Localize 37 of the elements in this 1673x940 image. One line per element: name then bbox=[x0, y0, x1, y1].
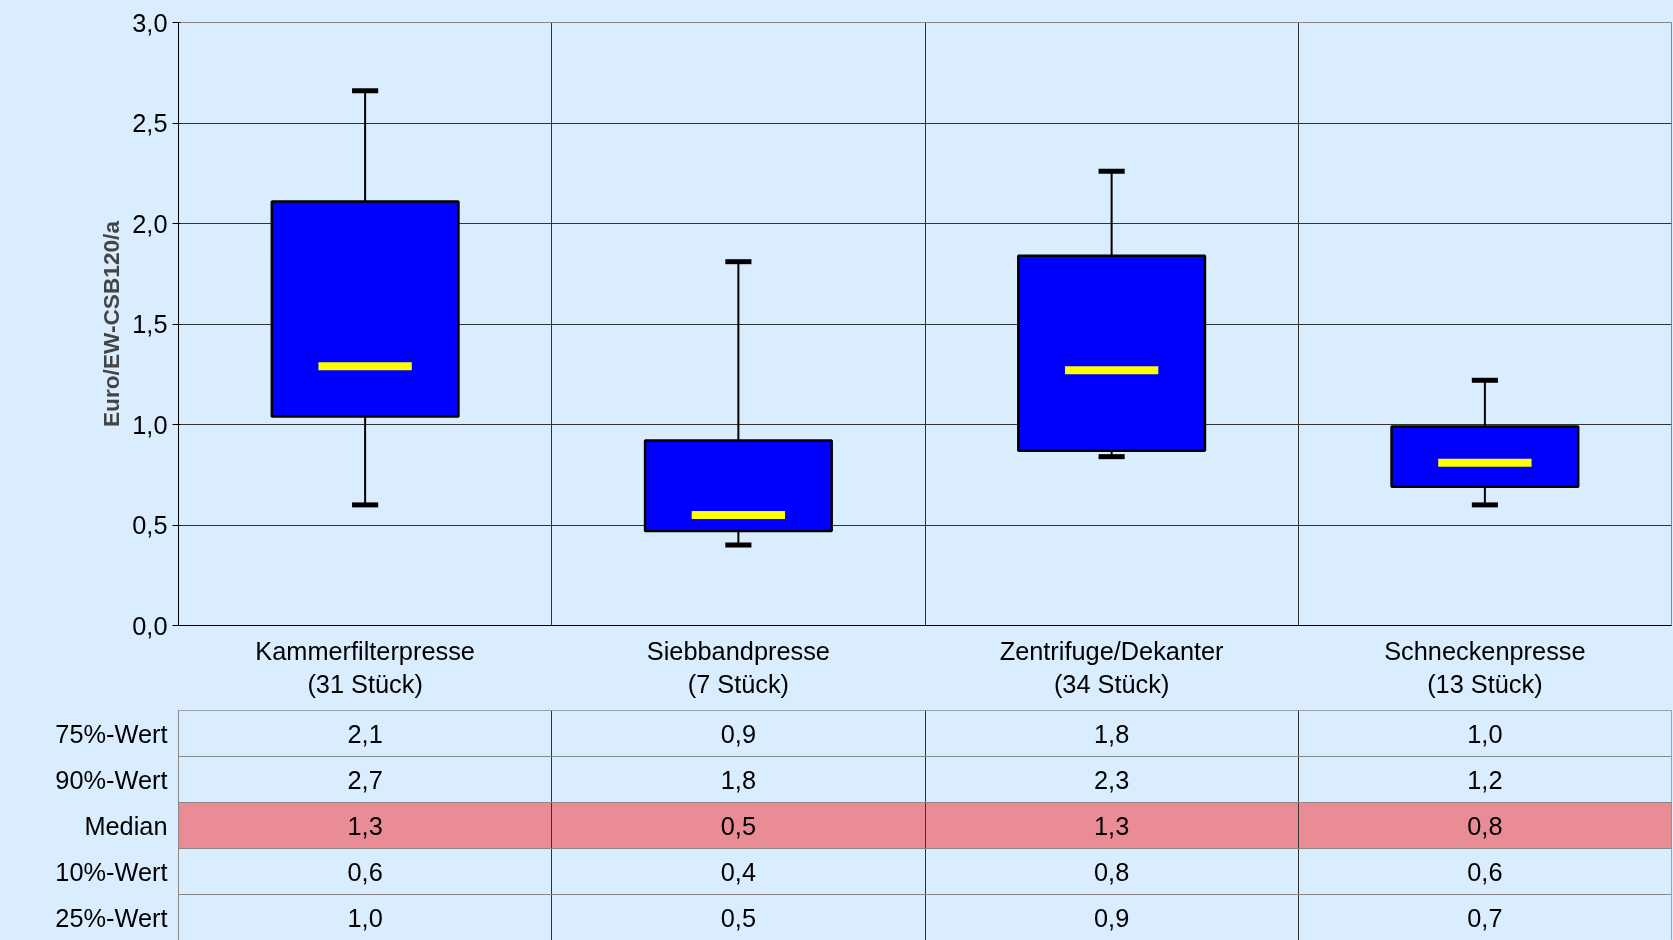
text: 1,8 bbox=[720, 765, 756, 794]
category-label: 75%-Wert bbox=[55, 719, 168, 748]
text: 0,7 bbox=[1467, 903, 1503, 932]
text: 0,9 bbox=[720, 719, 756, 748]
category-label: 10%-Wert bbox=[55, 857, 168, 886]
category-label: 25%-Wert bbox=[55, 903, 168, 932]
y-tick-label: 0,5 bbox=[132, 511, 168, 539]
x-tick-label: Kammerfilterpresse (31 Stück) bbox=[255, 636, 475, 699]
y-tick-label: 2,0 bbox=[132, 209, 168, 238]
text: 1,8 bbox=[1094, 719, 1130, 748]
text: 0,6 bbox=[347, 857, 383, 886]
text: 1,0 bbox=[347, 903, 383, 932]
y-tick-label: 3,0 bbox=[132, 8, 168, 37]
y-tick-label: 1,5 bbox=[132, 310, 168, 338]
y-tick-label: 1,0 bbox=[132, 410, 168, 439]
category-label: 90%-Wert bbox=[55, 765, 168, 794]
x-tick-label: Siebbandpresse (7 Stück) bbox=[646, 636, 830, 699]
y-tick-label: 0,0 bbox=[132, 611, 168, 640]
text: 0,4 bbox=[720, 857, 756, 886]
text: 0,9 bbox=[1094, 903, 1130, 932]
text: 0,8 bbox=[1467, 811, 1503, 840]
text: 2,3 bbox=[1094, 765, 1130, 794]
y-tick-label: 2,5 bbox=[132, 109, 168, 137]
text: 2,1 bbox=[347, 719, 383, 748]
text: 1,0 bbox=[1467, 719, 1503, 748]
text: 0,6 bbox=[1467, 857, 1503, 886]
text: 0,8 bbox=[1094, 857, 1130, 886]
text: 2,7 bbox=[347, 765, 383, 794]
text: 1,2 bbox=[1467, 765, 1503, 794]
x-tick-label: Zentrifuge/Dekanter (34 Stück) bbox=[999, 636, 1225, 699]
text: 0,5 bbox=[720, 903, 756, 932]
text: 1,3 bbox=[347, 811, 383, 840]
text: 0,5 bbox=[720, 811, 756, 840]
x-tick-label: Schneckenpresse (13 Stück) bbox=[1384, 636, 1586, 699]
text: 1,3 bbox=[1094, 811, 1130, 840]
category-label: Median bbox=[84, 811, 168, 840]
y-axis-title: Euro/EW-CSB120/a bbox=[98, 220, 125, 428]
